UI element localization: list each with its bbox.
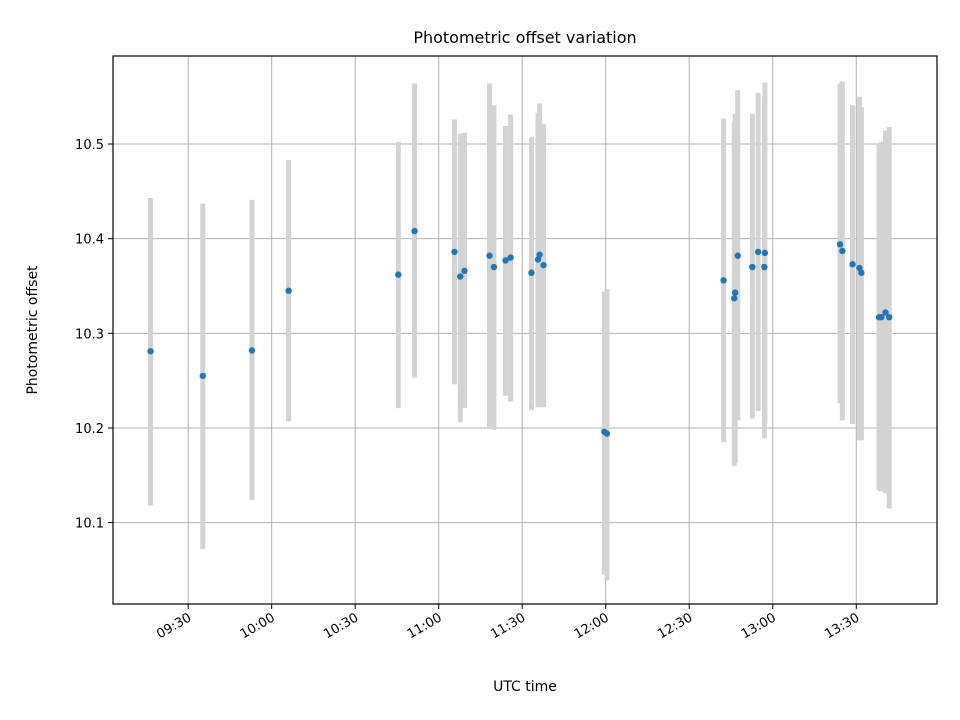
data-point [849, 261, 856, 268]
data-point [199, 372, 206, 380]
plot-frame [112, 55, 938, 605]
data-point [731, 295, 738, 302]
data-point [411, 227, 418, 235]
data-point [528, 269, 535, 276]
y-tick-label: 10.4 [75, 233, 104, 248]
y-tick-label: 10.1 [75, 517, 104, 532]
data-point [603, 430, 611, 437]
data-point [882, 309, 889, 316]
y-tick-label: 10.2 [75, 422, 104, 437]
data-points [147, 227, 893, 437]
data-point [761, 263, 768, 271]
data-point [285, 287, 292, 294]
data-point [836, 241, 844, 248]
data-point [536, 251, 543, 258]
data-point [886, 314, 893, 321]
data-point [761, 249, 769, 257]
data-point [878, 314, 885, 321]
data-point [248, 347, 256, 354]
data-point [502, 257, 509, 264]
data-point [858, 269, 865, 276]
data-point [839, 247, 846, 255]
y-tick-label: 10.3 [75, 327, 104, 342]
x-axis-label: UTC time [493, 679, 557, 695]
y-axis-label: Photometric offset [25, 265, 41, 395]
data-point [147, 348, 154, 355]
data-point [507, 254, 514, 261]
data-point [457, 273, 464, 280]
data-point [451, 248, 458, 256]
chart-title: Photometric offset variation [413, 28, 636, 47]
data-point [754, 248, 762, 256]
data-point [490, 263, 498, 271]
data-point [540, 261, 547, 269]
data-point [461, 267, 468, 275]
data-point [749, 263, 756, 271]
data-point [731, 289, 739, 296]
data-point [734, 252, 741, 259]
y-tick-label: 10.5 [75, 138, 104, 153]
data-point [395, 271, 402, 278]
data-point [486, 252, 493, 259]
data-point [720, 277, 727, 284]
